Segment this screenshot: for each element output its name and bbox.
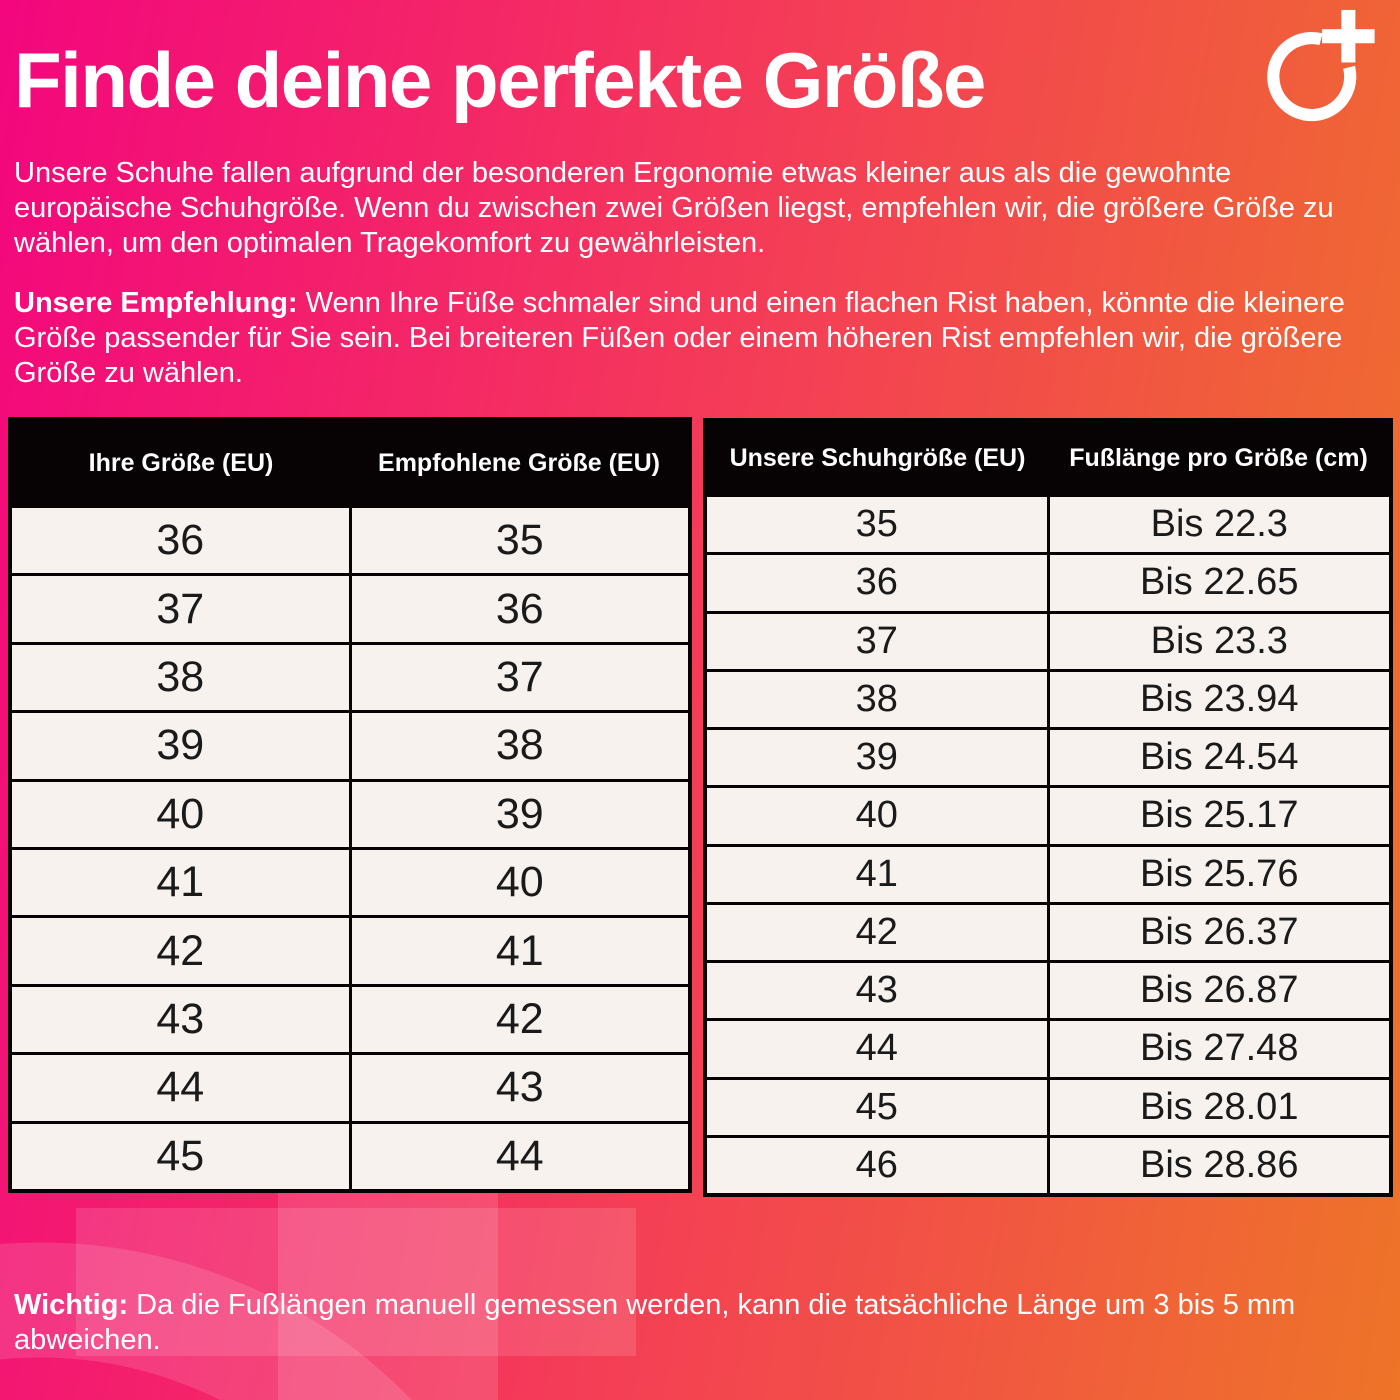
column-header-foot-length: Fußlänge pro Größe (cm) [1069,443,1368,472]
table-row: 39 38 [12,713,688,779]
brand-logo-circle-plus-icon [1267,9,1375,122]
column-header-our-shoe-size: Unsere Schuhgröße (EU) [729,443,1026,472]
table-row: 35 Bis 22.3 [707,497,1389,553]
table-row: 38 Bis 23.94 [707,671,1389,727]
table-row: 43 42 [12,986,688,1053]
intro-text: Unsere Schuhe fallen aufgrund der besond… [14,157,1334,259]
table-row: 41 Bis 25.76 [707,846,1389,902]
table-row: 43 Bis 26.87 [707,963,1389,1019]
recommendation-text: Unsere Empfehlung: Wenn Ihre Füße schmal… [14,286,1388,391]
table-row: 39 Bis 24.54 [707,730,1389,786]
important-note-label: Wichtig: [14,1289,129,1321]
table-row: 44 Bis 27.48 [707,1021,1389,1077]
table-row: 40 Bis 25.17 [707,788,1389,844]
size-conversion-table: Ihre Größe (EU) Empfohlene Größe (EU) 36… [8,417,692,1193]
foot-length-table-header: Unsere Schuhgröße (EU) Fußlänge pro Größ… [707,422,1389,494]
table-row: 40 39 [12,781,688,848]
foot-length-table: Unsere Schuhgröße (EU) Fußlänge pro Größ… [703,418,1393,1197]
table-row: 42 Bis 26.37 [707,904,1389,960]
recommendation-body: Wenn Ihre Füße schmaler sind und einen f… [14,287,1345,389]
table-row: 38 37 [12,644,688,711]
recommendation-label: Unsere Empfehlung: [14,287,298,319]
table-row: 37 36 [12,576,688,642]
important-note: Wichtig: Da die Fußlängen manuell gemess… [14,1288,1388,1358]
size-conversion-table-header: Ihre Größe (EU) Empfohlene Größe (EU) [12,421,688,505]
page-title: Finde deine perfekte Größe [14,36,986,124]
table-row: 36 35 [12,508,688,574]
column-header-your-size: Ihre Größe (EU) [88,448,274,477]
table-row: 44 43 [12,1055,688,1121]
table-row: 42 41 [12,918,688,984]
important-note-body: Da die Fußlängen manuell gemessen werden… [14,1289,1296,1356]
table-row: 46 Bis 28.86 [707,1137,1389,1193]
table-row: 36 Bis 22.65 [707,555,1389,611]
table-row: 37 Bis 23.3 [707,613,1389,669]
table-row: 41 40 [12,850,688,916]
table-row: 45 Bis 28.01 [707,1079,1389,1135]
table-row: 45 44 [12,1123,688,1190]
column-header-recommended-size: Empfohlene Größe (EU) [378,448,660,477]
